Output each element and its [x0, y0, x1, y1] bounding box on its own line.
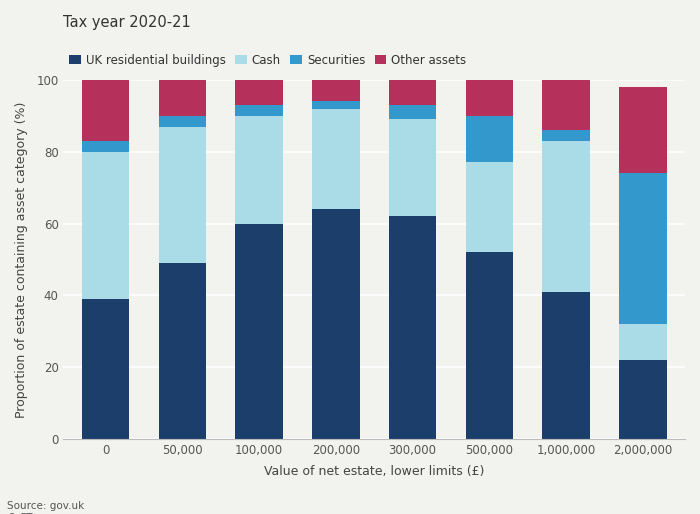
Bar: [619, 324, 666, 360]
Bar: [542, 141, 590, 292]
Bar: [159, 80, 206, 116]
Bar: [542, 130, 590, 141]
Bar: [312, 80, 360, 101]
Bar: [619, 173, 666, 324]
Bar: [466, 116, 513, 162]
Bar: [389, 105, 436, 119]
Bar: [619, 360, 666, 439]
Bar: [235, 105, 283, 116]
Legend: UK residential buildings, Cash, Securities, Other assets: UK residential buildings, Cash, Securiti…: [69, 53, 466, 67]
Text: © FT: © FT: [7, 513, 32, 514]
Bar: [235, 116, 283, 224]
Bar: [619, 87, 666, 173]
Bar: [389, 119, 436, 216]
Y-axis label: Proportion of estate containing asset category (%): Proportion of estate containing asset ca…: [15, 101, 28, 418]
Bar: [82, 299, 130, 439]
Text: Tax year 2020-21: Tax year 2020-21: [64, 15, 191, 30]
Bar: [466, 162, 513, 252]
Bar: [466, 80, 513, 116]
Bar: [312, 209, 360, 439]
Bar: [466, 252, 513, 439]
Bar: [159, 263, 206, 439]
Bar: [235, 224, 283, 439]
Bar: [542, 292, 590, 439]
X-axis label: Value of net estate, lower limits (£): Value of net estate, lower limits (£): [264, 466, 484, 479]
Bar: [235, 80, 283, 105]
Bar: [159, 126, 206, 263]
Bar: [389, 80, 436, 105]
Bar: [159, 116, 206, 126]
Bar: [542, 80, 590, 130]
Text: Source: gov.uk: Source: gov.uk: [7, 502, 84, 511]
Bar: [312, 101, 360, 108]
Bar: [312, 108, 360, 209]
Bar: [82, 152, 130, 299]
Bar: [82, 141, 130, 152]
Bar: [389, 216, 436, 439]
Bar: [82, 80, 130, 141]
